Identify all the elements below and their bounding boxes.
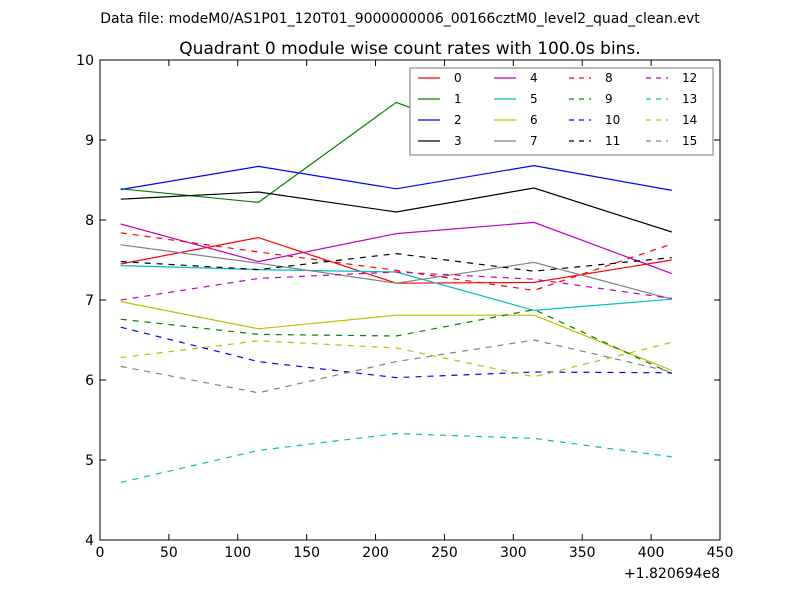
legend-label-13: 13 — [682, 92, 697, 106]
legend-label-3: 3 — [454, 134, 462, 148]
x-tick-label: 450 — [707, 545, 734, 561]
x-tick-label: 350 — [569, 545, 596, 561]
series-line-11 — [120, 252, 672, 272]
series-line-3 — [120, 187, 672, 233]
y-tick-label: 4 — [85, 533, 94, 549]
y-tick-label: 10 — [76, 53, 94, 69]
legend-frame — [409, 67, 714, 156]
x-tick-label: 250 — [431, 545, 458, 561]
legend-label-14: 14 — [682, 113, 697, 127]
y-tick-label: 7 — [85, 293, 94, 309]
legend-label-6: 6 — [530, 113, 538, 127]
series-line-14 — [120, 340, 672, 378]
y-tick-label: 9 — [85, 133, 94, 149]
legend-label-0: 0 — [454, 71, 462, 85]
legend-label-12: 12 — [682, 71, 697, 85]
legend-label-7: 7 — [530, 134, 538, 148]
legend-label-11: 11 — [605, 134, 620, 148]
series-line-0 — [120, 236, 672, 284]
y-tick-label: 6 — [85, 373, 94, 389]
legend-label-2: 2 — [454, 113, 462, 127]
y-tick-label: 8 — [85, 213, 94, 229]
x-tick-label: 200 — [362, 545, 389, 561]
series-line-6 — [120, 301, 673, 371]
x-tick-label: 150 — [293, 545, 320, 561]
y-tick-label: 5 — [85, 453, 94, 469]
series-line-10 — [120, 326, 672, 379]
legend-label-5: 5 — [530, 92, 538, 106]
series-line-7 — [120, 244, 672, 300]
x-offset-label: +1.820694e8 — [624, 566, 720, 582]
series-layer — [120, 101, 673, 483]
series-line-12 — [120, 271, 672, 301]
legend-label-9: 9 — [605, 92, 613, 106]
legend-label-4: 4 — [530, 71, 538, 85]
series-line-9 — [120, 308, 673, 375]
legend-label-15: 15 — [682, 134, 697, 148]
x-tick-label: 0 — [96, 545, 105, 561]
chart-suptitle: Data file: modeM0/AS1P01_120T01_90000000… — [100, 11, 700, 27]
legend-label-1: 1 — [454, 92, 462, 106]
legend-label-8: 8 — [605, 71, 613, 85]
chart-title: Quadrant 0 module wise count rates with … — [179, 39, 640, 59]
x-tick-label: 400 — [638, 545, 665, 561]
x-tick-label: 100 — [224, 545, 251, 561]
legend-label-10: 10 — [605, 113, 620, 127]
series-line-13 — [120, 432, 672, 483]
series-line-2 — [120, 164, 672, 191]
x-tick-label: 50 — [160, 545, 178, 561]
series-line-15 — [120, 339, 672, 394]
x-tick-label: 300 — [500, 545, 527, 561]
series-line-4 — [120, 221, 673, 275]
series-line-8 — [120, 232, 672, 292]
